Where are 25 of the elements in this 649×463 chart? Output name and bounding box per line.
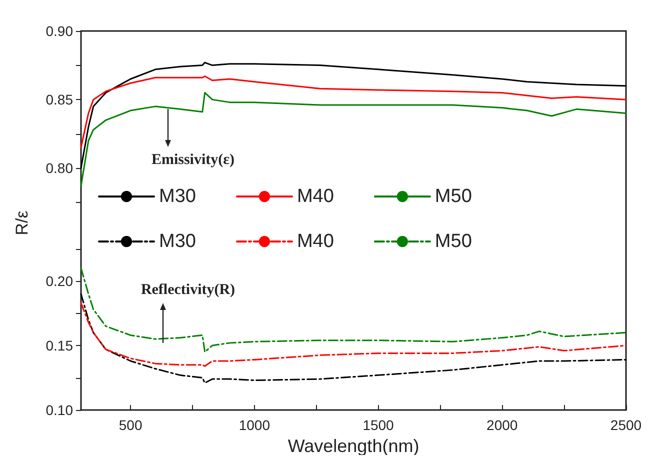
annotation: Reflectivity(R) bbox=[140, 282, 236, 298]
annotation: Emissivity(ε) bbox=[151, 152, 235, 168]
y-tick-label: 0.90 bbox=[46, 23, 74, 39]
line-series bbox=[80, 302, 627, 367]
legend-label: M40 bbox=[296, 186, 334, 207]
line-series bbox=[80, 76, 627, 148]
x-tick-label: 1500 bbox=[362, 417, 394, 433]
y-tick-label: 0.15 bbox=[46, 338, 74, 354]
x-tick-label: 2500 bbox=[610, 417, 642, 433]
y-tick-label: 0.80 bbox=[46, 160, 74, 176]
line-series bbox=[80, 62, 627, 169]
y-tick-label: 0.10 bbox=[46, 402, 74, 418]
legend-label: M50 bbox=[434, 231, 472, 252]
line-series bbox=[80, 267, 627, 353]
legend-label: M30 bbox=[159, 186, 196, 207]
x-tick-label: 500 bbox=[118, 417, 142, 433]
y-tick-label: 0.20 bbox=[46, 273, 74, 290]
y-axis-title: R/ε bbox=[12, 210, 32, 236]
legend-label: M50 bbox=[434, 186, 472, 207]
legend-label: M30 bbox=[159, 231, 196, 252]
legend-label: M40 bbox=[296, 231, 334, 252]
line-series bbox=[80, 92, 627, 187]
x-tick-label: 2000 bbox=[486, 417, 518, 433]
x-tick-label: 1000 bbox=[238, 417, 270, 433]
y-tick-label: 0.85 bbox=[46, 92, 74, 108]
